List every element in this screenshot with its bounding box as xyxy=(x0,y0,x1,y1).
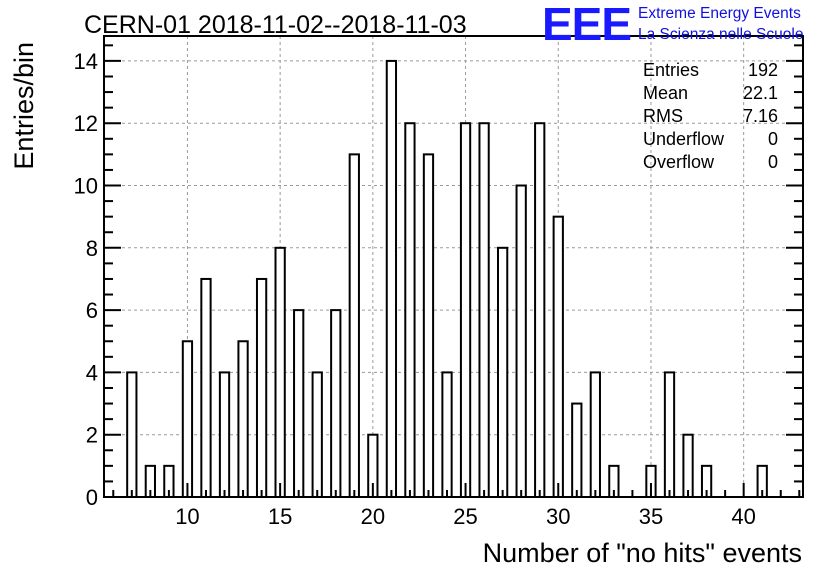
logo-line-2: La Scienza nelle Scuole xyxy=(638,26,803,43)
stats-value: 192 xyxy=(748,60,778,80)
x-tick-label: 25 xyxy=(453,504,477,529)
histogram-bar xyxy=(663,371,676,498)
eee-logo-mark: EEE xyxy=(542,0,631,50)
histogram-bar xyxy=(293,309,305,498)
y-tick-label: 8 xyxy=(86,236,98,261)
y-tick-label: 12 xyxy=(74,111,98,136)
histogram-bar xyxy=(126,371,138,498)
plot-frame xyxy=(103,35,804,498)
stats-value: 22.1 xyxy=(743,83,778,103)
histogram-bar xyxy=(348,153,360,498)
y-tick-label: 4 xyxy=(86,360,98,385)
y-axis-title: Entries/bin xyxy=(9,42,39,170)
histogram-bar xyxy=(441,371,453,498)
histogram-bar xyxy=(274,246,286,498)
histogram-bar xyxy=(311,371,323,498)
histogram-bar xyxy=(422,153,435,498)
x-tick-labels: 10 15 20 25 30 35 40 xyxy=(175,504,756,529)
x-tick-label: 10 xyxy=(175,504,199,529)
axis-ticks xyxy=(104,44,803,498)
histogram-bar xyxy=(330,309,342,498)
histogram-bar xyxy=(552,215,564,498)
histogram-bar xyxy=(682,433,694,498)
histogram-bar xyxy=(237,340,249,498)
y-tick-label: 0 xyxy=(86,485,98,510)
x-tick-label: 40 xyxy=(731,504,755,529)
stats-value: 7.16 xyxy=(743,106,778,126)
stats-label: Mean xyxy=(643,83,688,103)
logo-line-1: Extreme Energy Events xyxy=(638,5,801,22)
histogram-bar xyxy=(200,277,212,499)
histogram-bar xyxy=(534,122,546,498)
histogram-bar xyxy=(459,122,472,498)
stats-label: Entries xyxy=(643,60,699,80)
stats-value: 0 xyxy=(768,129,778,149)
histogram-bar xyxy=(404,122,416,498)
stats-box: Entries 192 Mean 22.1 RMS 7.16 Underflow 0 Overf… xyxy=(643,60,778,172)
x-tick-label: 30 xyxy=(546,504,570,529)
histogram-bar xyxy=(181,340,194,498)
histogram-bar xyxy=(571,402,583,498)
histogram-bar xyxy=(255,277,268,499)
histogram-bar xyxy=(385,59,398,499)
stats-label: Overflow xyxy=(643,152,715,172)
stats-label: RMS xyxy=(643,106,683,126)
stats-value: 0 xyxy=(768,152,778,172)
x-tick-label: 20 xyxy=(361,504,385,529)
y-tick-label: 10 xyxy=(74,174,98,199)
histogram-bar xyxy=(218,371,231,498)
x-tick-label: 35 xyxy=(639,504,663,529)
y-tick-label: 6 xyxy=(86,298,98,323)
histogram-bars xyxy=(126,59,768,499)
stats-label: Underflow xyxy=(643,129,725,149)
x-tick-label: 15 xyxy=(268,504,292,529)
histogram-bar xyxy=(496,246,509,498)
eee-logo: EEE Extreme Energy Events La Scienza nel… xyxy=(542,0,803,50)
y-tick-labels: 0 2 4 6 8 10 12 14 xyxy=(74,49,98,510)
histogram-bar xyxy=(589,371,601,498)
chart-title: CERN-01 2018-11-02--2018-11-03 xyxy=(84,11,467,39)
y-tick-label: 2 xyxy=(86,423,98,448)
histogram-bar xyxy=(515,184,527,498)
histogram-bar xyxy=(478,122,490,498)
y-tick-label: 14 xyxy=(74,49,98,74)
x-axis-title: Number of "no hits" events xyxy=(483,538,802,568)
